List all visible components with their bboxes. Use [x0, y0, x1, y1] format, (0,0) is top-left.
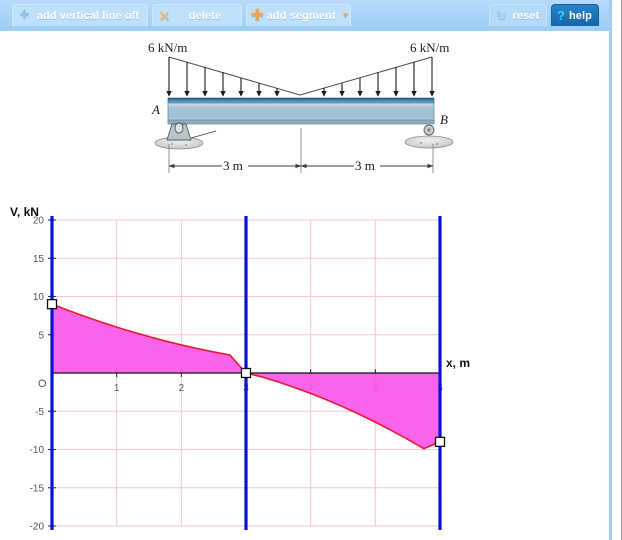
support-b-label: B [440, 112, 448, 127]
x-icon: ✕ [158, 7, 171, 24]
y-tick-label: 20 [33, 216, 45, 227]
drawing-canvas[interactable]: 6 kN/m 6 kN/m A B 3 m 3 m [0, 32, 609, 540]
reset-button[interactable]: ↻ reset [489, 4, 547, 26]
y-axis-title: V, kN [10, 205, 39, 219]
question-icon: ? [556, 8, 566, 23]
control-point-handle[interactable] [46, 299, 58, 310]
dimension-left-label: 3 m [223, 158, 243, 173]
window-right-edge [615, 0, 622, 540]
distributed-load-left [166, 56, 301, 97]
add-segment-button[interactable]: ✚ add segment ▼ [246, 4, 351, 26]
beam-diagram: 6 kN/m 6 kN/m A B 3 m 3 m [148, 40, 454, 173]
x-tick-label: 1 [114, 383, 120, 394]
chevron-down-icon[interactable]: ▼ [341, 11, 350, 20]
shear-area-fill [52, 304, 440, 449]
origin-label: O [38, 378, 47, 390]
y-tick-label: 5 [38, 330, 44, 341]
control-point-handle[interactable] [240, 367, 252, 379]
delete-button[interactable]: ✕ delete [152, 4, 242, 26]
x-axis-title: x, m [446, 356, 470, 370]
help-label: help [568, 9, 592, 22]
support-a-label: A [151, 102, 160, 117]
delete-label: delete [188, 9, 222, 22]
y-tick-label: -5 [35, 407, 44, 418]
add-vertical-line-label: add vertical line off [36, 9, 140, 22]
y-tick-label: 15 [33, 254, 45, 265]
load-label-left: 6 kN/m [148, 40, 187, 55]
plus-icon: ✚ [251, 7, 264, 24]
reset-label: reset [512, 9, 540, 22]
toolbar: ✚ add vertical line off ✕ delete ✚ add s… [0, 0, 609, 31]
move-cross-icon: ✚ [19, 9, 30, 21]
distributed-load-right [299, 56, 435, 97]
help-button[interactable]: ? help [551, 4, 599, 26]
x-tick-label: 2 [179, 383, 185, 394]
beam-body [167, 97, 435, 125]
add-vertical-line-button[interactable]: ✚ add vertical line off [12, 4, 148, 26]
add-segment-label: add segment [266, 9, 336, 22]
y-tick-label: -10 [30, 445, 45, 456]
load-label-right: 6 kN/m [410, 40, 449, 55]
support-a-pin [154, 122, 217, 150]
support-b-roller [404, 124, 454, 149]
control-point-handle[interactable] [434, 436, 446, 448]
y-tick-label: -20 [30, 522, 45, 533]
refresh-icon: ↻ [496, 8, 507, 23]
y-tick-label: -15 [30, 483, 45, 494]
dimension-right-label: 3 m [355, 158, 375, 173]
y-tick-label: 10 [33, 292, 45, 303]
